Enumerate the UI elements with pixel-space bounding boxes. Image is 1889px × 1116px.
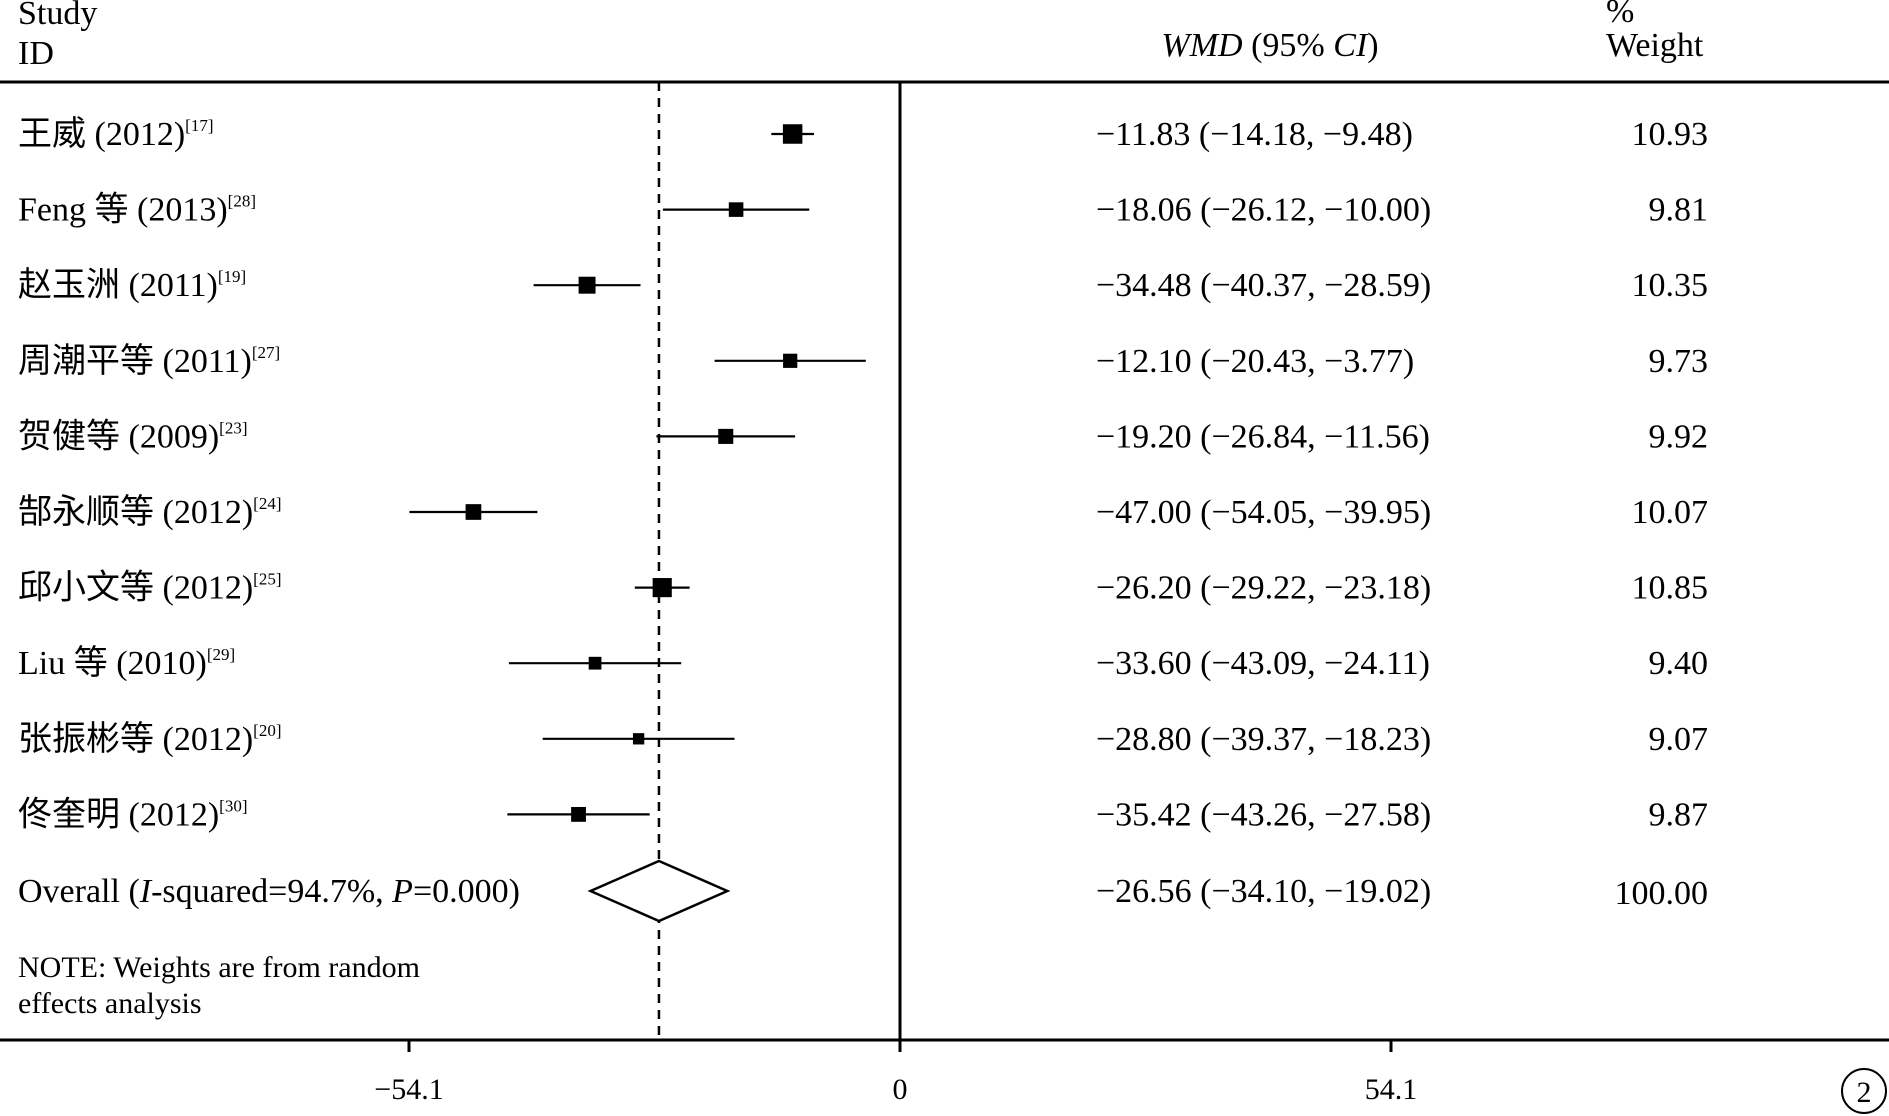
study-name: 佟奎明 (2012): [18, 795, 219, 833]
note-line-1: NOTE: Weights are from random: [18, 951, 420, 984]
overall-label-part: P: [391, 873, 413, 910]
wmd-ci-value: −47.00 (−54.05, −39.95): [1096, 494, 1431, 531]
study-name: Feng 等 (2013): [18, 191, 228, 229]
overall-diamond: [587, 859, 731, 923]
study-reference: [23]: [219, 418, 247, 437]
weight-value: 9.81: [1649, 192, 1709, 229]
study-label: 贺健等 (2009)[23]: [18, 417, 247, 455]
overall-label-part: -squared=94.7%,: [151, 873, 392, 910]
point-estimate-square: [652, 578, 672, 598]
study-name: 周潮平等 (2011): [18, 342, 252, 380]
wmd-ci-value: −18.06 (−26.12, −10.00): [1096, 192, 1431, 229]
study-reference: [29]: [207, 645, 235, 664]
study-label: Liu 等 (2010)[29]: [18, 644, 235, 682]
study-row: 张振彬等 (2012)[20] −28.80 (−39.37, −18.23) 9.…: [18, 720, 1708, 758]
study-name: 郜永顺等 (2012): [18, 493, 253, 531]
x-tick-label: −54.1: [374, 1073, 443, 1106]
study-row: 邱小文等 (2012)[25] −26.20 (−29.22, −23.18) 10…: [18, 569, 1708, 607]
study-name: 邱小文等 (2012): [18, 569, 253, 607]
study-row: 郜永顺等 (2012)[24] −47.00 (−54.05, −39.95) 10…: [18, 493, 1708, 531]
study-name: 王威 (2012): [18, 115, 185, 153]
overall-label-part: =0.000): [413, 873, 520, 910]
study-label: 佟奎明 (2012)[30]: [18, 795, 247, 833]
header-study: Study: [18, 0, 97, 32]
study-name: 张振彬等 (2012): [18, 720, 253, 758]
study-reference: [28]: [228, 192, 256, 211]
wmd-ci-value: −19.20 (−26.84, −11.56): [1096, 418, 1430, 455]
study-label: 赵玉洲 (2011)[19]: [18, 266, 246, 304]
panel-label: 2: [1857, 1076, 1872, 1109]
overall-label: Overall (I-squared=94.7%, P=0.000): [18, 873, 520, 910]
header-effect-label: WMD (95% CI): [1161, 27, 1378, 64]
study-reference: [17]: [185, 116, 213, 135]
wmd-ci-value: −11.83 (−14.18, −9.48): [1096, 116, 1413, 153]
study-reference: [19]: [218, 267, 246, 286]
point-estimate-square: [578, 276, 596, 294]
study-label: 王威 (2012)[17]: [18, 115, 213, 153]
x-tick-label: 0: [893, 1073, 908, 1106]
point-estimate-square: [718, 428, 734, 444]
x-tick-label: 54.1: [1365, 1073, 1418, 1106]
note-line-2: effects analysis: [18, 987, 202, 1020]
study-reference: [20]: [253, 721, 281, 740]
study-label: 张振彬等 (2012)[20]: [18, 720, 281, 758]
wmd-ci-value: −33.60 (−43.09, −24.11): [1096, 645, 1430, 682]
x-axis-ticks: −54.1 0 54.1: [374, 1040, 1417, 1106]
wmd-ci-value: −34.48 (−40.37, −28.59): [1096, 267, 1431, 304]
study-label: 邱小文等 (2012)[25]: [18, 569, 281, 607]
study-label: Feng 等 (2013)[28]: [18, 191, 256, 229]
study-reference: [27]: [252, 343, 280, 362]
weight-value: 9.92: [1649, 418, 1709, 455]
header-id: ID: [18, 35, 54, 72]
weight-value: 9.73: [1649, 343, 1709, 380]
weight-value: 10.93: [1632, 116, 1709, 153]
point-estimate-square: [588, 656, 602, 670]
weight-value: 10.07: [1632, 494, 1709, 531]
overall-wmd-ci-value: −26.56 (−34.10, −19.02): [1096, 873, 1431, 910]
panel-label-circle: [1841, 1068, 1887, 1114]
study-row: 周潮平等 (2011)[27] −12.10 (−20.43, −3.77) 9.7…: [18, 342, 1708, 380]
wmd-ci-value: −12.10 (−20.43, −3.77): [1096, 343, 1414, 380]
point-estimate-square: [571, 806, 586, 822]
study-row: 王威 (2012)[17] −11.83 (−14.18, −9.48) 10.93: [18, 115, 1708, 153]
point-estimate-square: [632, 733, 645, 745]
overall-row: Overall (I-squared=94.7%, P=0.000) −26.56…: [18, 859, 1709, 923]
point-estimate-square: [465, 504, 482, 520]
study-row: Liu 等 (2010)[29] −33.60 (−43.09, −24.11) 9…: [18, 644, 1708, 682]
study-row: 佟奎明 (2012)[30] −35.42 (−43.26, −27.58) 9.8…: [18, 795, 1708, 833]
weight-value: 9.07: [1649, 721, 1709, 758]
study-row: 赵玉洲 (2011)[19] −34.48 (−40.37, −28.59) 10.…: [18, 266, 1708, 304]
header-weight: Weight: [1606, 27, 1704, 64]
overall-label-part: I: [139, 873, 153, 910]
wmd-ci-value: −26.20 (−29.22, −23.18): [1096, 570, 1431, 607]
study-label: 郜永顺等 (2012)[24]: [18, 493, 281, 531]
study-name: Liu 等 (2010): [18, 644, 207, 682]
study-reference: [24]: [253, 494, 281, 513]
weight-value: 10.85: [1632, 570, 1709, 607]
study-reference: [30]: [219, 796, 247, 815]
point-estimate-square: [728, 202, 744, 217]
wmd-ci-value: −28.80 (−39.37, −18.23): [1096, 721, 1431, 758]
weight-value: 10.35: [1632, 267, 1709, 304]
overall-weight-value: 100.00: [1615, 875, 1709, 912]
study-row: Feng 等 (2013)[28] −18.06 (−26.12, −10.00)…: [18, 191, 1708, 229]
study-reference: [25]: [253, 570, 281, 589]
weight-value: 9.87: [1649, 796, 1709, 833]
weight-value: 9.40: [1649, 645, 1709, 682]
study-rows: 王威 (2012)[17] −11.83 (−14.18, −9.48) 10.93…: [18, 115, 1708, 833]
study-row: 贺健等 (2009)[23] −19.20 (−26.84, −11.56) 9.9…: [18, 417, 1708, 455]
study-label: 周潮平等 (2011)[27]: [18, 342, 280, 380]
point-estimate-square: [783, 353, 798, 368]
wmd-ci-value: −35.42 (−43.26, −27.58): [1096, 796, 1431, 833]
overall-label-part: Overall (: [18, 873, 140, 910]
study-name: 贺健等 (2009): [18, 417, 219, 455]
point-estimate-square: [782, 124, 803, 144]
study-name: 赵玉洲 (2011): [18, 266, 218, 304]
header-percent: %: [1606, 0, 1634, 30]
